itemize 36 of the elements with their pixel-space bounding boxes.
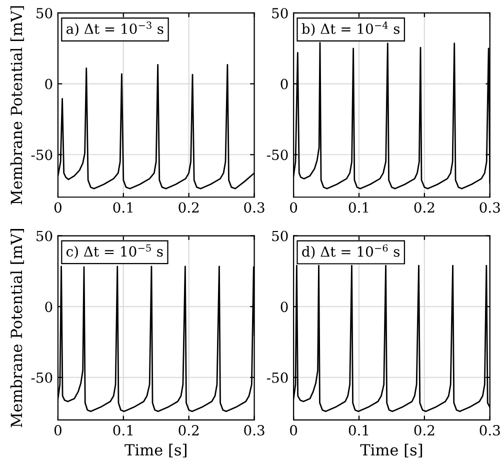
x-tick-label: 0 [290, 202, 298, 213]
y-tick-label: 50 [36, 8, 52, 18]
x-tick-label: 0.2 [414, 202, 434, 213]
x-tick-label: 0.2 [178, 202, 199, 213]
x-tick-label: 0.1 [348, 425, 368, 436]
x-tick-label: 0.3 [480, 425, 500, 436]
y-tick-label: 0 [280, 302, 288, 312]
x-axis-title: Time [s] [360, 444, 422, 458]
y-tick-label: 50 [272, 8, 288, 18]
y-tick-label: 0 [45, 78, 52, 90]
annotation: c) Δt = 10$^{−5}$ s [66, 244, 163, 259]
x-tick-label: 0 [54, 425, 62, 436]
annotation: a) Δt = 10$^{−3}$ s [66, 22, 164, 36]
y-tick-label: 50 [272, 230, 288, 242]
y-tick-label: 0 [280, 78, 288, 90]
x-tick-label: 0 [54, 202, 62, 213]
y-tick-label: 0 [45, 302, 52, 312]
y-tick-label: -50 [31, 372, 52, 383]
x-tick-label: 0.3 [244, 425, 264, 436]
y-tick-label: 50 [36, 230, 52, 242]
y-axis-title: Membrane Potential [mV] [10, 6, 24, 204]
x-tick-label: 0.3 [244, 202, 264, 213]
x-tick-label: 0.1 [348, 202, 368, 213]
y-axis-title: Membrane Potential [mV] [10, 229, 24, 428]
x-axis-title: Time [s] [124, 444, 186, 458]
x-tick-label: 0.3 [480, 202, 500, 213]
x-tick-label: 0.2 [178, 425, 199, 436]
x-tick-label: 0.2 [414, 425, 434, 436]
y-tick-label: -50 [266, 150, 288, 160]
y-tick-label: -50 [31, 150, 52, 160]
y-tick-label: -50 [266, 372, 288, 383]
annotation: d) Δt = 10$^{−6}$ s [302, 244, 400, 259]
x-tick-label: 0 [290, 425, 298, 436]
x-tick-label: 0.1 [113, 202, 132, 213]
annotation: b) Δt = 10$^{−4}$ s [302, 22, 400, 36]
x-tick-label: 0.1 [113, 425, 132, 436]
